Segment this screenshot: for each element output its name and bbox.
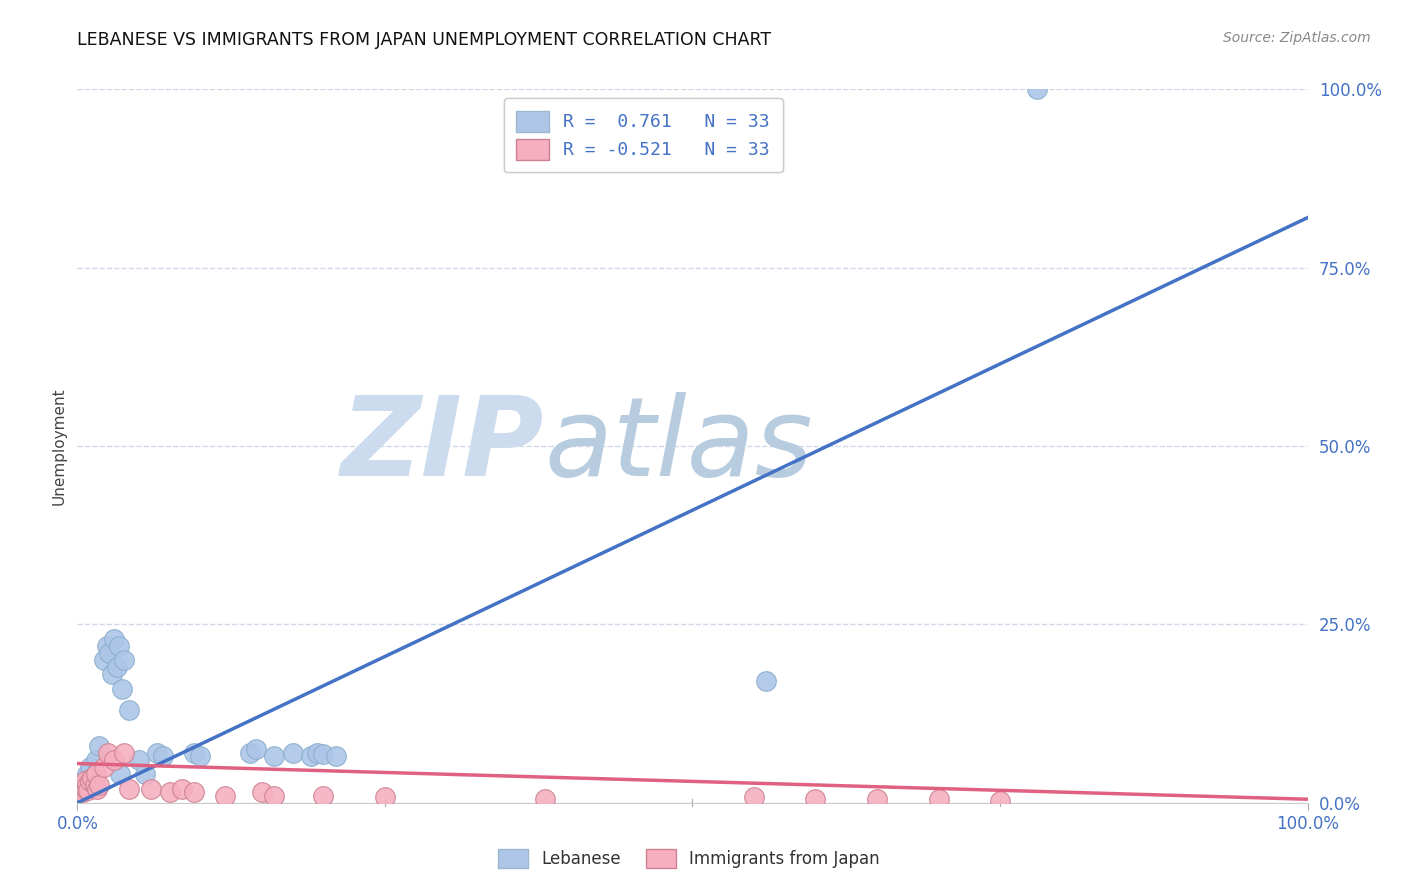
Point: [183, 746, 205, 760]
Point: [312, 747, 335, 762]
Point: [307, 746, 329, 760]
Text: LEBANESE VS IMMIGRANTS FROM JAPAN UNEMPLOYMENT CORRELATION CHART: LEBANESE VS IMMIGRANTS FROM JAPAN UNEMPL…: [77, 31, 772, 49]
Point: [188, 749, 212, 764]
Point: [79, 760, 101, 774]
Point: [93, 760, 115, 774]
Point: [118, 703, 141, 717]
Point: [742, 790, 765, 805]
Point: [134, 767, 156, 781]
Point: [79, 774, 101, 789]
Point: [755, 674, 778, 689]
Point: [73, 774, 96, 789]
Point: [128, 753, 150, 767]
Point: [1026, 82, 1049, 96]
Point: [804, 792, 827, 806]
Point: [72, 774, 94, 789]
Point: [988, 794, 1011, 808]
Point: [534, 792, 557, 806]
Point: [82, 771, 104, 785]
Point: [72, 785, 94, 799]
Point: [325, 749, 347, 764]
Point: [159, 785, 181, 799]
Point: [89, 739, 111, 753]
Point: [146, 746, 169, 760]
Point: [299, 749, 322, 764]
Point: [928, 792, 950, 806]
Point: [76, 767, 98, 781]
Point: [93, 653, 115, 667]
Point: [110, 767, 132, 781]
Point: [263, 789, 285, 803]
Point: [250, 785, 273, 799]
Point: [75, 781, 97, 796]
Point: [170, 781, 193, 796]
Point: [141, 781, 163, 796]
Point: [118, 781, 141, 796]
Point: [70, 778, 93, 792]
Y-axis label: Unemployment: Unemployment: [51, 387, 66, 505]
Point: [86, 781, 108, 796]
Text: Source: ZipAtlas.com: Source: ZipAtlas.com: [1223, 31, 1371, 45]
Point: [84, 753, 107, 767]
Point: [103, 753, 125, 767]
Point: [281, 746, 304, 760]
Legend: Lebanese, Immigrants from Japan: Lebanese, Immigrants from Japan: [491, 842, 887, 875]
Point: [239, 746, 262, 760]
Point: [108, 639, 131, 653]
Point: [374, 790, 396, 805]
Point: [105, 660, 128, 674]
Text: ZIP: ZIP: [342, 392, 546, 500]
Point: [183, 785, 205, 799]
Legend: R =  0.761   N = 33, R = -0.521   N = 33: R = 0.761 N = 33, R = -0.521 N = 33: [503, 98, 783, 172]
Point: [263, 749, 285, 764]
Point: [89, 778, 111, 792]
Point: [111, 681, 132, 696]
Point: [76, 778, 98, 792]
Point: [82, 771, 104, 785]
Point: [245, 742, 267, 756]
Point: [96, 639, 118, 653]
Point: [69, 781, 91, 796]
Point: [84, 767, 107, 781]
Point: [83, 778, 105, 792]
Point: [866, 792, 889, 806]
Point: [312, 789, 335, 803]
Point: [152, 749, 174, 764]
Point: [101, 667, 124, 681]
Point: [112, 653, 135, 667]
Point: [77, 783, 100, 797]
Text: atlas: atlas: [546, 392, 814, 500]
Point: [98, 646, 121, 660]
Point: [112, 746, 135, 760]
Point: [103, 632, 125, 646]
Point: [214, 789, 236, 803]
Point: [97, 746, 120, 760]
